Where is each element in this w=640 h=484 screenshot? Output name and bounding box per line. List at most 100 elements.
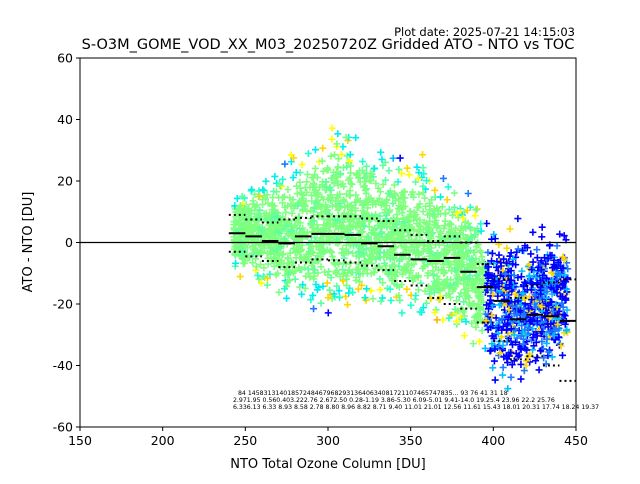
y-tick-label: 20: [57, 174, 73, 189]
x-tick-label: 350: [399, 433, 423, 448]
scatter-point: [477, 220, 484, 227]
scatter-point: [317, 300, 324, 307]
scatter-point: [499, 372, 506, 379]
scatter-point: [299, 161, 306, 168]
scatter-point: [444, 196, 451, 203]
scatter-point: [377, 298, 384, 305]
scatter-point: [292, 276, 299, 283]
bin-stat-text: 84 1458313140185724846796829313640634081…: [233, 390, 599, 411]
scatter-point: [275, 289, 282, 296]
scatter-point: [397, 155, 404, 162]
chart-figure: Plot date: 2025-07-21 14:15:03 S-O3M_GOM…: [0, 0, 640, 480]
scatter-point: [302, 184, 309, 191]
x-axis: 150 200 250 300 350 400 450: [68, 427, 588, 448]
scatter-point: [298, 291, 305, 298]
scatter-point: [518, 273, 525, 280]
scatter-point: [416, 308, 423, 315]
scatter-point: [517, 376, 524, 383]
scatter-point: [352, 134, 359, 141]
scatter-point: [465, 190, 472, 197]
scatter-point: [385, 167, 392, 174]
scatter-point: [536, 366, 543, 373]
scatter-point: [503, 245, 510, 252]
y-tick-label: -40: [53, 358, 73, 373]
scatter-point: [439, 203, 446, 210]
scatter-point: [335, 261, 342, 268]
scatter-point: [549, 353, 556, 360]
bin-std-row: 6.336.13 6.33 8.93 8.58 2.78 8.80 8.96 8…: [233, 404, 599, 411]
scatter-point: [500, 364, 507, 371]
scatter-point: [336, 294, 343, 301]
scatter-point: [476, 338, 483, 345]
scatter-point: [319, 145, 326, 152]
scatter-point: [305, 150, 312, 157]
x-tick-label: 450: [564, 433, 588, 448]
scatter-point: [328, 153, 335, 160]
scatter-point: [281, 161, 288, 168]
scatter-point: [492, 235, 499, 242]
x-tick-label: 150: [68, 433, 92, 448]
bin-count-row: 84 1458313140185724846796829313640634081…: [238, 390, 508, 397]
scatter-point: [506, 225, 513, 232]
scatter-point: [529, 229, 536, 236]
scatter-point: [404, 165, 411, 172]
y-tick-label: 0: [65, 235, 73, 250]
scatter-points: [230, 125, 571, 393]
scatter-point: [433, 316, 440, 323]
x-tick-label: 250: [233, 433, 257, 448]
scatter-point: [445, 183, 452, 190]
scatter-point: [514, 215, 521, 222]
scatter-point: [407, 302, 414, 309]
scatter-point: [546, 242, 553, 249]
scatter-point: [259, 186, 266, 193]
chart-title: S-O3M_GOME_VOD_XX_M03_20250720Z Gridded …: [82, 37, 575, 53]
scatter-point: [508, 374, 515, 381]
x-tick-label: 400: [481, 433, 505, 448]
scatter-point: [312, 165, 319, 172]
scatter-point: [406, 171, 413, 178]
y-tick-label: -20: [53, 297, 73, 312]
plot-area: 84 1458313140185724846796829313640634081…: [80, 58, 599, 427]
scatter-point: [533, 246, 540, 253]
scatter-point: [559, 352, 566, 359]
scatter-point: [437, 193, 444, 200]
scatter-point: [326, 287, 333, 294]
scatter-point: [312, 146, 319, 153]
scatter-point: [331, 151, 338, 158]
y-axis: -60-40-200204060: [53, 51, 80, 435]
scatter-point: [339, 143, 346, 150]
scatter-point: [431, 187, 438, 194]
scatter-point: [296, 179, 303, 186]
scatter-point: [334, 130, 341, 137]
scatter-point: [479, 327, 486, 334]
bin-mean-row: 2.971.95 0.560.403.222.76 2.672.50 0.28-…: [233, 397, 555, 404]
scatter-point: [377, 149, 384, 156]
scatter-point: [492, 377, 499, 384]
scatter-point: [517, 361, 524, 368]
scatter-point: [260, 264, 267, 271]
scatter-point: [554, 242, 561, 249]
scatter-point: [491, 358, 498, 365]
scatter-point: [271, 173, 278, 180]
scatter-point: [472, 212, 479, 219]
y-axis-label: ATO - NTO [DU]: [21, 192, 36, 293]
scatter-point: [328, 136, 335, 143]
y-tick-label: -60: [53, 420, 73, 435]
x-tick-label: 300: [316, 433, 340, 448]
x-tick-label: 200: [151, 433, 175, 448]
scatter-point: [310, 305, 317, 312]
scatter-point: [495, 252, 502, 259]
scatter-point: [359, 158, 366, 165]
y-tick-label: 40: [57, 112, 73, 127]
scatter-point: [348, 181, 355, 188]
scatter-point: [283, 295, 290, 302]
scatter-point: [369, 295, 376, 302]
scatter-point: [451, 190, 458, 197]
scatter-point: [237, 273, 244, 280]
scatter-point: [334, 164, 341, 171]
scatter-point: [420, 164, 427, 171]
scatter-point: [390, 155, 397, 162]
scatter-point: [489, 250, 496, 257]
scatter-point: [377, 286, 384, 293]
scatter-point: [387, 297, 394, 304]
